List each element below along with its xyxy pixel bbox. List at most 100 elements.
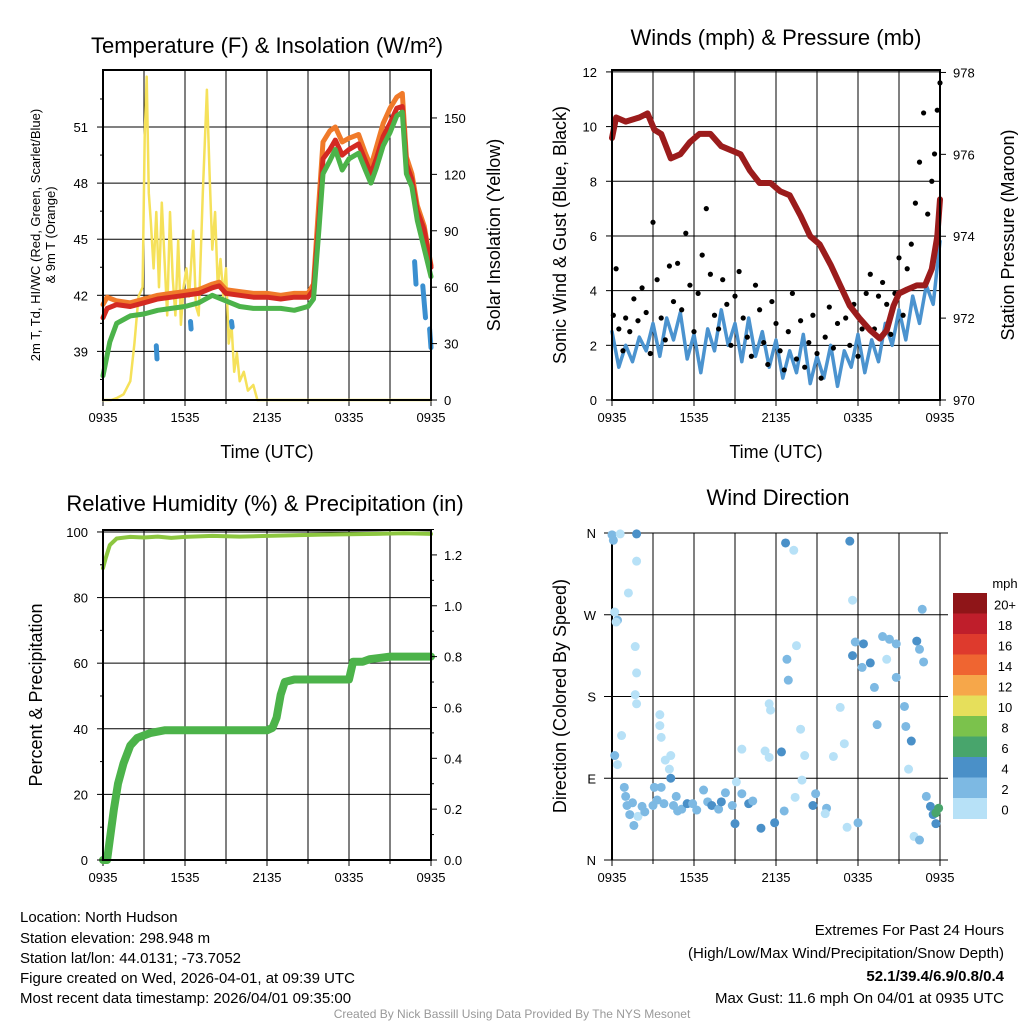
colorbar-swatch [953, 736, 987, 758]
x-tick-label: 1535 [171, 870, 200, 885]
wind-direction-point [619, 782, 629, 792]
wind-direction-point [917, 604, 927, 614]
y-tick-label: 39 [74, 344, 88, 359]
direction-label: N [587, 853, 596, 868]
chart-ylabel-right: Solar Insolation (Yellow) [484, 139, 504, 331]
x-tick-label: 0935 [89, 870, 118, 885]
wind-direction-point [865, 658, 875, 668]
gust-point [830, 345, 837, 351]
wind-direction-point [656, 782, 666, 792]
gust-point [711, 312, 718, 318]
gust-point [859, 326, 865, 332]
wind-direction-point [789, 545, 799, 555]
gust-point [695, 290, 701, 296]
location-text: Location: North Hudson [20, 909, 178, 926]
gust-point [875, 293, 882, 299]
y-tick-label: 48 [74, 176, 88, 191]
y-tick-label: 80 [74, 591, 88, 606]
wind-direction-point [664, 764, 674, 774]
gust-point [777, 348, 783, 354]
direction-label: E [587, 771, 596, 786]
series-sonic-wind [610, 239, 942, 389]
wind-direction-point [781, 538, 791, 548]
wind-direction-point [748, 796, 758, 806]
wind-direction-point [906, 736, 916, 746]
wind-direction-point [915, 644, 924, 654]
wind-direction-point [839, 739, 849, 749]
chart-title: Wind Direction [706, 485, 849, 510]
created-text: Figure created on Wed, 2026-04-01, at 09… [20, 970, 355, 987]
panel-2: 0935 1535 2135 0335 09350204060801000.00.20.… [26, 491, 464, 885]
x-tick-label: 1535 [680, 870, 709, 885]
gust-point [908, 241, 914, 247]
wind-direction-point [632, 529, 642, 539]
wind-direction-point [617, 731, 627, 741]
colorbar-label: 4 [1001, 761, 1008, 776]
footer-info: Location: North Hudson Station elevation… [20, 909, 1005, 1021]
wind-direction-point [901, 721, 911, 731]
gust-point [925, 211, 931, 217]
wind-direction-point [655, 710, 665, 720]
wind-direction-point [848, 651, 858, 661]
gust-point [834, 320, 841, 327]
gust-point [647, 350, 653, 357]
colorbar-label: 14 [998, 659, 1012, 674]
wind-direction-point [666, 773, 676, 783]
gust-point [623, 315, 629, 321]
chart-xlabel: Time (UTC) [729, 442, 822, 462]
wind-direction-point [640, 807, 650, 817]
gust-point [900, 312, 906, 318]
wind-direction-point [666, 751, 676, 761]
gust-point [814, 350, 820, 357]
wind-direction-point [659, 799, 669, 809]
wind-direction-point [912, 636, 922, 646]
gust-point [867, 271, 873, 277]
gust-point [707, 271, 714, 277]
wind-direction-point [714, 804, 724, 814]
colorbar-swatch [953, 777, 987, 799]
wind-direction-point [884, 634, 894, 644]
colorbar-swatch [953, 634, 987, 655]
gust-point [703, 206, 709, 212]
wind-direction-point [779, 806, 789, 816]
panel-3: 0935 1535 2135 0335 0935NESWNmph20+181614121… [550, 485, 1018, 885]
wind-direction-point [869, 682, 879, 692]
plot-frame [102, 69, 432, 401]
wind-direction-point [623, 588, 633, 598]
y-tick-label: 51 [74, 120, 88, 135]
y-tick-label: 8 [590, 174, 597, 189]
wind-direction-point [882, 654, 892, 664]
colorbar-label: 0 [1001, 802, 1008, 817]
gust-point [884, 301, 890, 307]
gust-point [732, 293, 738, 299]
y-right-tick-label: 0.0 [444, 853, 462, 868]
series-precipitation [99, 652, 435, 864]
wind-direction-point [615, 529, 625, 539]
chart-ylabel: Direction (Colored By Speed) [550, 579, 570, 813]
colorbar-label: 20+ [994, 597, 1016, 612]
x-tick-label: 1535 [171, 410, 200, 425]
wind-direction-point [688, 799, 698, 809]
series-hi-wc-segment [188, 319, 194, 332]
wind-direction-point [904, 764, 914, 774]
colorbar-label: 18 [998, 618, 1012, 633]
panel-1: 0935 1535 2135 0335 093502468101297097297497… [550, 25, 1018, 462]
chart-ylabel-right: Station Pressure (Maroon) [998, 129, 1018, 340]
wind-direction-point [632, 668, 642, 678]
y-right-tick-label: 972 [953, 311, 975, 326]
colorbar-label: 16 [998, 638, 1012, 653]
y-tick-label: 42 [74, 288, 88, 303]
wind-direction-point [782, 654, 792, 664]
x-tick-label: 0935 [926, 870, 955, 885]
y-tick-label: 0 [590, 393, 597, 408]
wind-direction-point [811, 789, 821, 799]
gust-point [728, 342, 734, 348]
wind-direction-point [857, 662, 867, 672]
gust-point [888, 331, 894, 337]
colorbar-label: 12 [998, 679, 1012, 694]
gust-point [785, 329, 791, 335]
gust-point [843, 315, 849, 321]
colorbar-swatch [953, 654, 987, 676]
colorbar-swatch [953, 695, 987, 717]
wind-direction-point [632, 556, 642, 566]
